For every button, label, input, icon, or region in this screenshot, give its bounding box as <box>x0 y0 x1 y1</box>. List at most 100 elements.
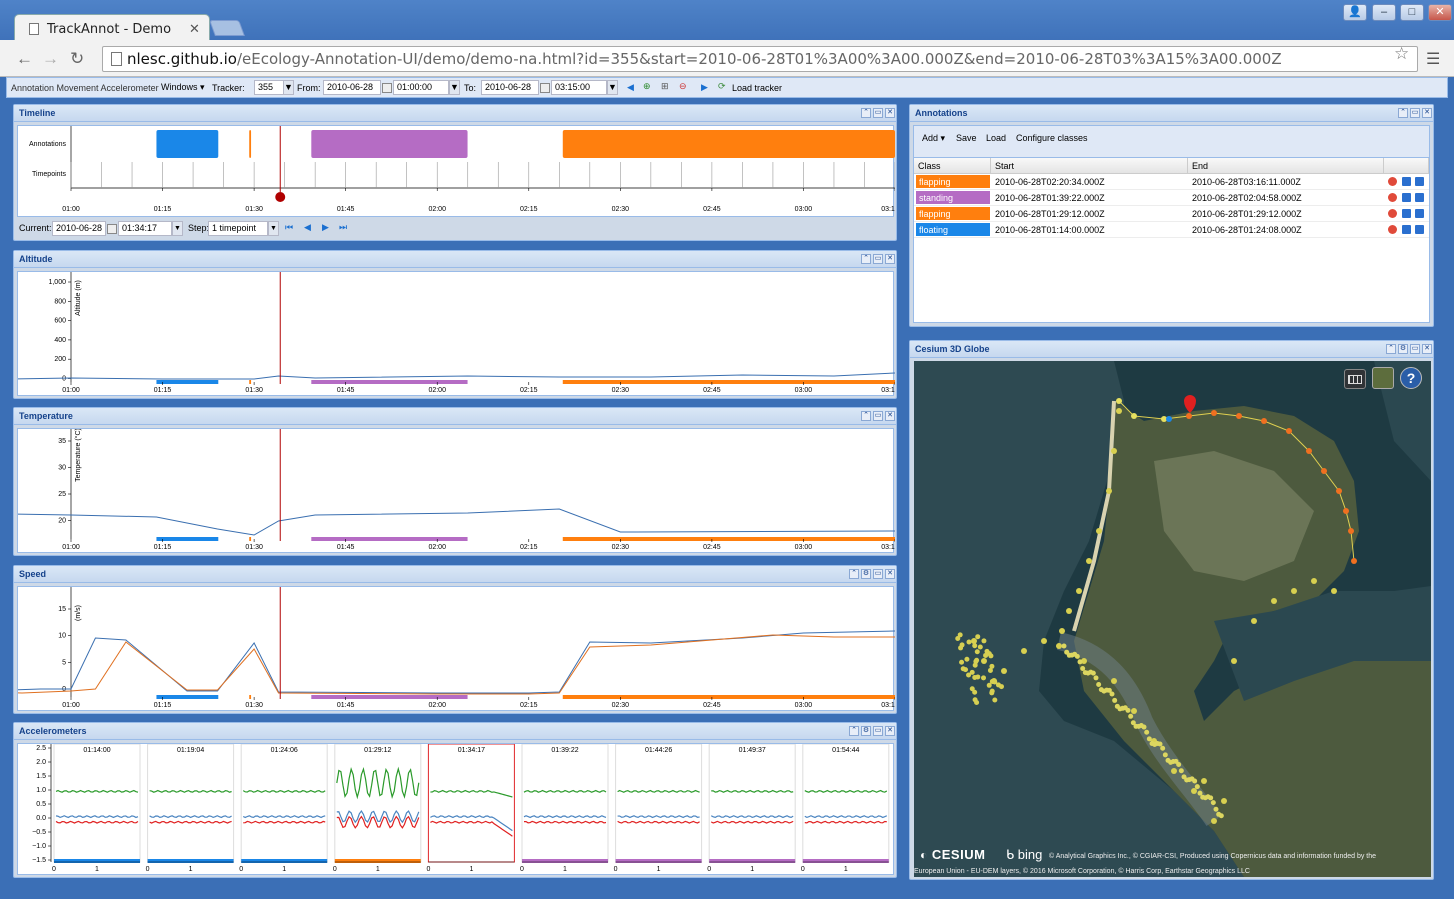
help-icon[interactable]: ? <box>1400 367 1422 389</box>
table-row[interactable]: flapping 2010-06-28T01:29:12.000Z 2010-06-… <box>914 206 1429 222</box>
accel-window[interactable] <box>147 743 235 863</box>
to-date-input[interactable]: 2010-06-28 <box>481 80 539 95</box>
track-point[interactable] <box>1261 418 1267 424</box>
collapse-icon[interactable]: ⌃ <box>1398 108 1408 118</box>
delete-icon[interactable] <box>1388 193 1397 202</box>
annotation-band[interactable] <box>311 695 468 699</box>
current-time-input[interactable]: 01:34:17 <box>118 221 172 236</box>
back-icon[interactable]: ← <box>16 49 33 68</box>
go-to-start-icon[interactable] <box>1402 225 1411 234</box>
new-tab-button[interactable] <box>209 20 245 36</box>
track-point[interactable] <box>1131 413 1137 419</box>
zoom-out-icon[interactable]: ⊖ <box>679 81 687 91</box>
annotation-band[interactable] <box>54 859 140 863</box>
column-header-end[interactable]: End <box>1188 158 1384 174</box>
temperature-chart[interactable]: 35 30 25 20 Temperature (°C) 01:00 01:15 01:30 0… <box>0 428 896 553</box>
forward-icon[interactable]: → <box>42 49 59 68</box>
speed-chart[interactable]: 15 10 5 0 (m/s) 01:00 01:15 01:30 01:45 02:00 02:1… <box>0 586 896 711</box>
track-point[interactable] <box>1286 428 1292 434</box>
annotation-band[interactable] <box>249 695 252 699</box>
collapse-icon[interactable]: ⌃ <box>849 569 859 579</box>
user-icon[interactable]: 👤 <box>1343 4 1367 21</box>
tracker-input[interactable]: 355 <box>254 80 284 95</box>
track-point[interactable] <box>1348 528 1354 534</box>
annotation-bar[interactable] <box>562 130 895 158</box>
annotation-bar[interactable] <box>249 130 252 158</box>
add-button[interactable]: Add ▾ <box>922 133 946 143</box>
chevron-down-icon[interactable]: ▼ <box>607 80 618 95</box>
collapse-icon[interactable]: ⌃ <box>861 108 871 118</box>
accel-window[interactable] <box>427 743 515 863</box>
annotation-bar[interactable] <box>156 130 219 158</box>
maximize-icon[interactable]: ▭ <box>873 411 883 421</box>
close-icon[interactable]: ✕ <box>885 108 895 118</box>
annotation-band[interactable] <box>615 859 702 863</box>
browser-tab[interactable]: TrackAnnot - Demo ✕ <box>14 14 210 42</box>
annotation-band[interactable] <box>156 380 219 384</box>
track-point[interactable] <box>1166 416 1172 422</box>
annotation-band[interactable] <box>156 695 219 699</box>
calendar-icon[interactable] <box>540 83 550 93</box>
go-to-start-icon[interactable] <box>1402 177 1411 186</box>
close-icon[interactable]: ✕ <box>885 254 895 264</box>
chevron-down-icon[interactable]: ▼ <box>268 221 279 236</box>
current-time-handle[interactable] <box>275 192 286 202</box>
first-icon[interactable]: ⏮ <box>285 222 294 232</box>
annotation-band[interactable] <box>311 380 468 384</box>
track-point[interactable] <box>1186 413 1192 419</box>
close-icon[interactable]: ✕ <box>1422 344 1432 354</box>
last-icon[interactable]: ⏭ <box>339 222 348 232</box>
close-icon[interactable]: ✕ <box>885 411 895 421</box>
maximize-icon[interactable]: ▭ <box>873 569 883 579</box>
from-date-input[interactable]: 2010-06-28 <box>323 80 381 95</box>
current-date-input[interactable]: 2010-06-28 <box>52 221 106 236</box>
globe-viewer[interactable]: ? ◐ CESIUM ᑲ bing © Analytical Graphics … <box>914 361 1431 877</box>
go-to-end-icon[interactable] <box>1415 225 1424 234</box>
annotation-band[interactable] <box>249 537 252 541</box>
column-header-class[interactable]: Class <box>914 158 991 174</box>
grid-icon[interactable] <box>1344 369 1366 389</box>
maximize-icon[interactable]: ▭ <box>1410 108 1420 118</box>
chevron-down-icon[interactable]: ▼ <box>449 80 460 95</box>
close-icon[interactable]: ✕ <box>189 21 200 36</box>
next-icon[interactable]: ▶ <box>322 222 329 232</box>
delete-icon[interactable] <box>1388 177 1397 186</box>
annotation-band[interactable] <box>241 859 328 863</box>
accel-window[interactable] <box>615 743 703 863</box>
next-icon[interactable]: ▶ <box>701 82 708 92</box>
annotation-bar[interactable] <box>311 130 468 158</box>
minimize-button[interactable]: – <box>1372 4 1396 21</box>
address-bar[interactable]: nlesc.github.io/eEcology-Annotation-UI/d… <box>102 46 1418 72</box>
accelerometers-chart[interactable]: 2.5 2.0 1.5 1.0 0.5 0.0 −0.5 −1.0 −1.5 01:14:00 0 1… <box>17 743 894 875</box>
accel-window[interactable] <box>53 743 141 863</box>
collapse-icon[interactable]: ⌃ <box>849 726 859 736</box>
annotation-band[interactable] <box>522 859 608 863</box>
gear-icon[interactable]: ⚙ <box>861 569 871 579</box>
close-icon[interactable]: ✕ <box>1422 108 1432 118</box>
maximize-icon[interactable]: ▭ <box>873 108 883 118</box>
altitude-chart[interactable]: 1,000 800 600 400 200 0 Altitude (m) 01:00 01:15… <box>0 271 896 396</box>
previous-icon[interactable]: ◀ <box>304 222 311 232</box>
step-select[interactable]: 1 timepoint <box>208 221 268 236</box>
timeline-chart[interactable]: Annotations Timepoints 01:00 01:15 01:30 01:4… <box>17 125 896 217</box>
calendar-icon[interactable] <box>382 83 392 93</box>
previous-icon[interactable]: ◀ <box>627 82 634 92</box>
reload-icon[interactable]: ↻ <box>70 49 85 68</box>
go-to-end-icon[interactable] <box>1415 177 1424 186</box>
windows-menu[interactable]: Windows ▾ <box>161 82 205 92</box>
track-point[interactable] <box>1161 416 1167 422</box>
go-to-end-icon[interactable] <box>1415 209 1424 218</box>
chevron-down-icon[interactable]: ▼ <box>283 80 294 95</box>
annotation-band[interactable] <box>562 537 895 541</box>
accel-window[interactable] <box>521 743 609 863</box>
go-to-start-icon[interactable] <box>1402 209 1411 218</box>
close-window-button[interactable]: ✕ <box>1428 4 1452 21</box>
close-icon[interactable]: ✕ <box>885 569 895 579</box>
annotation-band[interactable] <box>156 537 219 541</box>
accel-window[interactable] <box>802 743 890 863</box>
accel-window[interactable] <box>240 743 328 863</box>
load-button[interactable]: Load <box>986 133 1007 143</box>
maximize-icon[interactable]: ▭ <box>873 254 883 264</box>
collapse-icon[interactable]: ⌃ <box>861 411 871 421</box>
gear-icon[interactable]: ⚙ <box>1398 344 1408 354</box>
